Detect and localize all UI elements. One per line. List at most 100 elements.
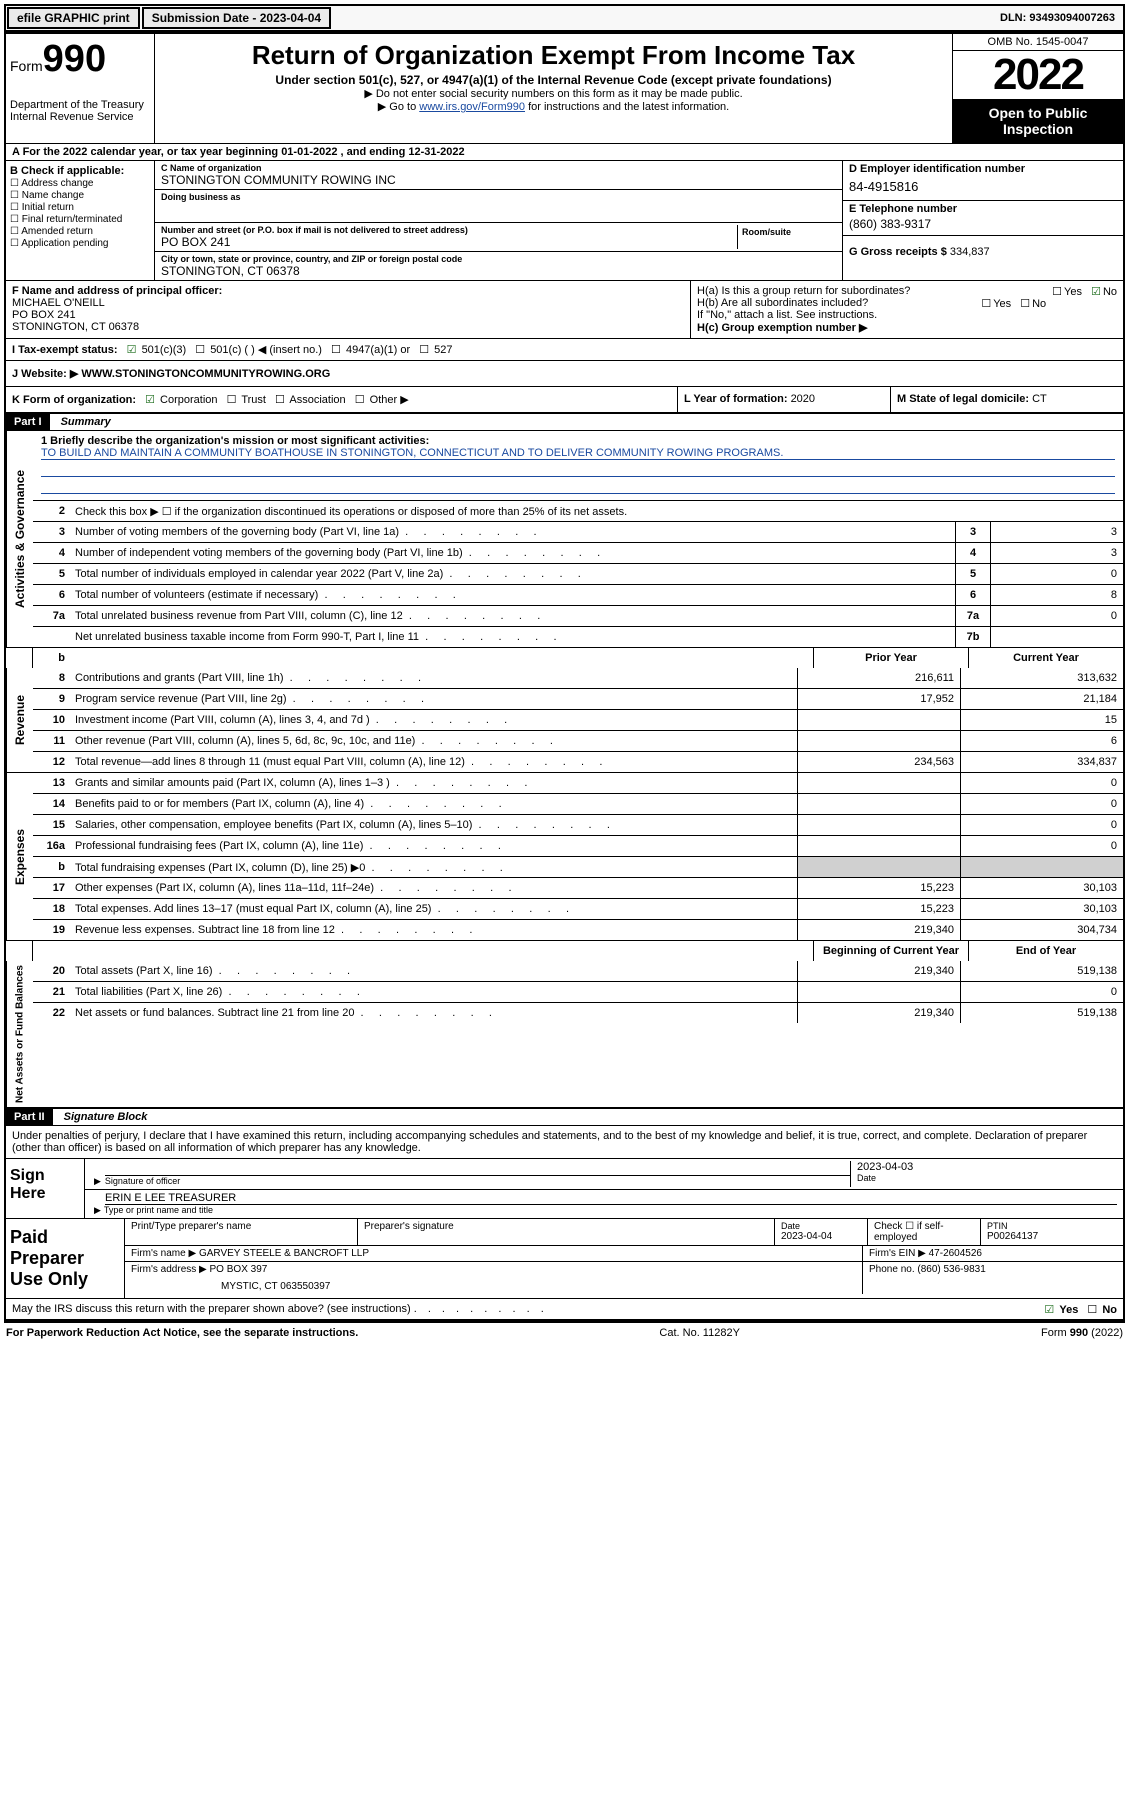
mission-block: 1 Briefly describe the organization's mi… <box>33 431 1123 501</box>
line-num: 9 <box>33 691 71 707</box>
part-1-header-row: Part I Summary <box>6 414 1123 431</box>
column-d-e-g: D Employer identification number 84-4915… <box>842 161 1123 280</box>
table-row: bTotal fundraising expenses (Part IX, co… <box>33 857 1123 878</box>
cb-501c[interactable] <box>189 344 207 356</box>
discuss-yes-checked[interactable] <box>1038 1304 1056 1316</box>
table-row: 19Revenue less expenses. Subtract line 1… <box>33 920 1123 940</box>
dln-badge: DLN: 93493094007263 <box>992 10 1123 26</box>
prior-value <box>797 836 960 856</box>
table-row: 3Number of voting members of the governi… <box>33 522 1123 543</box>
table-row: 18Total expenses. Add lines 13–17 (must … <box>33 899 1123 920</box>
gross-receipts-value: 334,837 <box>950 246 990 258</box>
line-num: 4 <box>33 545 71 561</box>
cb-501c3-checked[interactable] <box>121 344 139 356</box>
line-desc: Revenue less expenses. Subtract line 18 … <box>71 922 797 938</box>
line-2-num: 2 <box>33 503 71 519</box>
firm-phone-value: (860) 536-9831 <box>917 1264 985 1275</box>
firm-addr1-value: PO BOX 397 <box>210 1264 268 1275</box>
table-row: 12Total revenue—add lines 8 through 11 (… <box>33 752 1123 772</box>
h-b-no-label: No <box>1032 298 1046 310</box>
line-value <box>990 627 1123 647</box>
part-2-badge: Part II <box>6 1109 53 1125</box>
tax-exempt-label: I Tax-exempt status: <box>12 344 118 356</box>
cb-association[interactable] <box>269 394 287 406</box>
cb-4947[interactable] <box>325 344 343 356</box>
h-a-no-checked[interactable] <box>1085 286 1103 298</box>
current-value: 0 <box>960 815 1123 835</box>
line-desc: Net assets or fund balances. Subtract li… <box>71 1005 797 1021</box>
line-num <box>33 635 71 639</box>
form-number: 990 <box>43 38 106 80</box>
prior-value <box>797 710 960 730</box>
cb-initial-return[interactable]: Initial return <box>10 202 150 213</box>
line-desc: Grants and similar amounts paid (Part IX… <box>71 775 797 791</box>
cb-trust[interactable] <box>221 394 239 406</box>
paperwork-notice: For Paperwork Reduction Act Notice, see … <box>6 1327 358 1339</box>
dln-label: DLN: <box>1000 12 1029 24</box>
form-instruction-1: ▶ Do not enter social security numbers o… <box>163 87 944 100</box>
form-header: Form990 Department of the Treasury Inter… <box>6 34 1123 144</box>
form-ref-post: (2022) <box>1088 1327 1123 1339</box>
line-box: 3 <box>955 522 990 542</box>
line-desc: Number of independent voting members of … <box>71 545 955 561</box>
phone-value: (860) 383-9317 <box>849 215 1117 233</box>
form-of-org-label: K Form of organization: <box>12 394 136 406</box>
line-num: 17 <box>33 880 71 896</box>
firm-addr-label: Firm's address ▶ <box>131 1264 210 1275</box>
firm-ein-value: 47-2604526 <box>929 1248 982 1259</box>
submission-date-value: 2023-04-04 <box>260 11 321 25</box>
current-value: 519,138 <box>960 1003 1123 1023</box>
prior-value <box>797 982 960 1002</box>
room-label: Room/suite <box>742 227 832 237</box>
opt-trust: Trust <box>241 394 266 406</box>
end-year-header: End of Year <box>968 941 1123 961</box>
city-label: City or town, state or province, country… <box>161 254 836 264</box>
table-row: 13Grants and similar amounts paid (Part … <box>33 773 1123 794</box>
cb-527[interactable] <box>413 344 431 356</box>
cb-final-return[interactable]: Final return/terminated <box>10 214 150 225</box>
part-2-header-row: Part II Signature Block <box>6 1109 1123 1126</box>
irs-form990-link[interactable]: www.irs.gov/Form990 <box>419 101 525 113</box>
submission-date-label: Submission Date - <box>152 11 260 25</box>
table-row: 11Other revenue (Part VIII, column (A), … <box>33 731 1123 752</box>
line-box: 4 <box>955 543 990 563</box>
ein-value: 84-4915816 <box>849 175 1117 198</box>
mission-text: TO BUILD AND MAINTAIN A COMMUNITY BOATHO… <box>41 447 1115 460</box>
goto-prefix: ▶ Go to <box>378 101 419 113</box>
h-b-yes[interactable] <box>975 298 993 310</box>
line-desc: Total liabilities (Part X, line 26) <box>71 984 797 1000</box>
table-row: 20Total assets (Part X, line 16)219,3405… <box>33 961 1123 982</box>
discuss-no[interactable] <box>1081 1304 1099 1316</box>
line-box: 6 <box>955 585 990 605</box>
table-row: 17Other expenses (Part IX, column (A), l… <box>33 878 1123 899</box>
sidelabel-expenses: Expenses <box>6 773 33 940</box>
cb-corporation-checked[interactable] <box>139 394 157 406</box>
current-value: 30,103 <box>960 878 1123 898</box>
table-row: 21Total liabilities (Part X, line 26)0 <box>33 982 1123 1003</box>
discuss-row: May the IRS discuss this return with the… <box>6 1299 1123 1321</box>
line-num: b <box>33 859 71 875</box>
cb-name-change[interactable]: Name change <box>10 190 150 201</box>
h-a-yes[interactable] <box>1046 286 1064 298</box>
self-employed-check[interactable]: Check ☐ if self-employed <box>868 1219 981 1245</box>
current-value: 15 <box>960 710 1123 730</box>
street-value: PO BOX 241 <box>161 235 737 249</box>
section-i: I Tax-exempt status: 501(c)(3) 501(c) ( … <box>6 339 1123 361</box>
cb-amended-return[interactable]: Amended return <box>10 226 150 237</box>
h-b-no[interactable] <box>1014 298 1032 310</box>
officer-addr2: STONINGTON, CT 06378 <box>12 321 684 333</box>
current-value: 334,837 <box>960 752 1123 772</box>
line-box: 7a <box>955 606 990 626</box>
prior-value <box>797 773 960 793</box>
cb-application-pending[interactable]: Application pending <box>10 238 150 249</box>
opt-association: Association <box>289 394 345 406</box>
cb-other[interactable] <box>349 394 367 406</box>
ptin-value: P00264137 <box>987 1231 1117 1242</box>
line-desc: Total assets (Part X, line 16) <box>71 963 797 979</box>
line-num: 16a <box>33 838 71 854</box>
officer-label-text: F Name and address of principal officer: <box>12 285 222 297</box>
line-num: 3 <box>33 524 71 540</box>
table-row: 22Net assets or fund balances. Subtract … <box>33 1003 1123 1023</box>
efile-print-button[interactable]: efile GRAPHIC print <box>7 7 140 29</box>
cb-address-change[interactable]: Address change <box>10 178 150 189</box>
